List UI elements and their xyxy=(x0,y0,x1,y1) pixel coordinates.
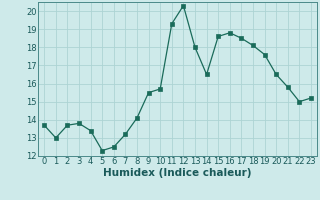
X-axis label: Humidex (Indice chaleur): Humidex (Indice chaleur) xyxy=(103,168,252,178)
